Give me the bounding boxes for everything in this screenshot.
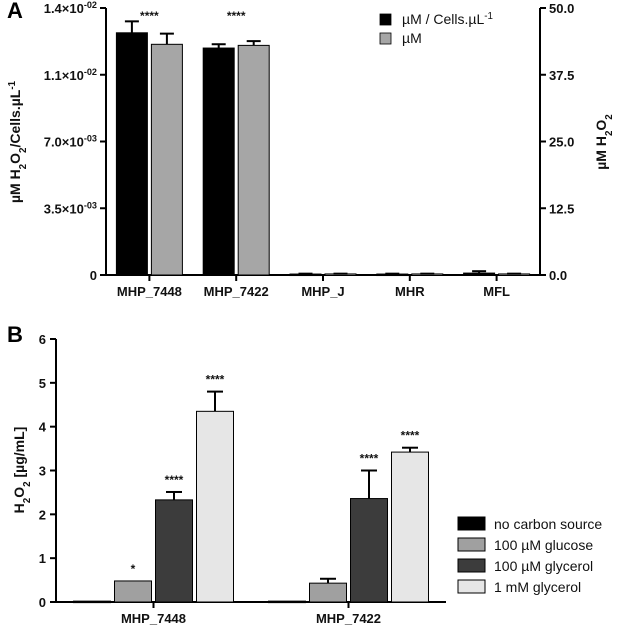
x-tick-label: MHP_7448 xyxy=(117,284,182,299)
y-axis-label: H2O2 [µg/mL] xyxy=(11,427,33,514)
legend-label: µM xyxy=(402,30,422,46)
y-tick-label: 6 xyxy=(39,332,46,347)
y-right-tick-label: 0.0 xyxy=(549,268,567,283)
bar xyxy=(391,451,429,603)
significance-label: **** xyxy=(165,473,184,487)
bar xyxy=(309,582,347,603)
y-right-tick-label: 25.0 xyxy=(549,135,574,150)
panel-b-letter: B xyxy=(7,322,23,347)
x-tick-label: MHP_7422 xyxy=(204,284,269,299)
y-right-axis-label: µM H2O2 xyxy=(593,114,615,170)
x-tick-label: MHP_7422 xyxy=(316,611,381,626)
significance-label: * xyxy=(131,562,136,576)
y-tick-label: 4 xyxy=(39,420,47,435)
chart-a: 0 3.5×10-03 7.0×10-03 1.1×10-02 1.4×10-02 0.0… xyxy=(7,0,615,299)
legend-label: no carbon source xyxy=(494,516,602,532)
x-tick-label: MHP_J xyxy=(301,284,344,299)
y-right-tick-label: 50.0 xyxy=(549,1,574,16)
bar xyxy=(463,272,496,276)
y-right-tick-label: 12.5 xyxy=(549,201,574,216)
legend-swatch xyxy=(457,537,486,552)
bar xyxy=(237,44,270,276)
y-tick-label: 2 xyxy=(39,507,46,522)
legend-label: 100 µM glucose xyxy=(494,537,593,553)
legend-swatch xyxy=(379,13,392,26)
significance-label: **** xyxy=(401,429,420,443)
legend-label: 100 µM glycerol xyxy=(494,558,593,574)
bar xyxy=(196,410,234,603)
y-left-axis-label: µM H2O2/Cells.µL-1 xyxy=(7,80,29,203)
y-left-tick-label: 1.4×10-02 xyxy=(44,0,97,16)
legend-swatch xyxy=(457,579,486,594)
legend-swatch xyxy=(457,516,486,531)
x-tick-label: MHR xyxy=(395,284,425,299)
y-left-tick-label: 7.0×10-03 xyxy=(44,134,97,150)
legend-label: 1 mM glycerol xyxy=(494,579,581,595)
y-left-tick-label: 1.1×10-02 xyxy=(44,67,97,83)
bar xyxy=(150,43,183,276)
significance-label: **** xyxy=(140,9,159,23)
bar xyxy=(350,498,388,603)
bar xyxy=(73,600,111,604)
y-tick-label: 1 xyxy=(39,551,46,566)
bar xyxy=(155,499,193,603)
x-tick-label: MFL xyxy=(483,284,510,299)
y-right-tick-label: 37.5 xyxy=(549,68,574,83)
legend-label: µM / Cells.µL-1 xyxy=(402,11,493,28)
bar xyxy=(202,47,235,276)
y-tick-label: 3 xyxy=(39,464,46,479)
significance-label: **** xyxy=(227,9,246,23)
panel-a-letter: A xyxy=(7,0,23,23)
significance-label: **** xyxy=(360,452,379,466)
bar xyxy=(268,600,306,604)
y-tick-label: 0 xyxy=(39,595,46,610)
y-left-tick-label: 0 xyxy=(90,268,97,283)
x-tick-label: MHP_7448 xyxy=(121,611,186,626)
legend-swatch xyxy=(457,558,486,573)
y-tick-label: 5 xyxy=(39,376,46,391)
bar xyxy=(114,580,152,603)
bar xyxy=(115,32,148,276)
legend-swatch xyxy=(379,32,392,45)
significance-label: **** xyxy=(206,373,225,387)
y-left-tick-label: 3.5×10-03 xyxy=(44,200,97,216)
